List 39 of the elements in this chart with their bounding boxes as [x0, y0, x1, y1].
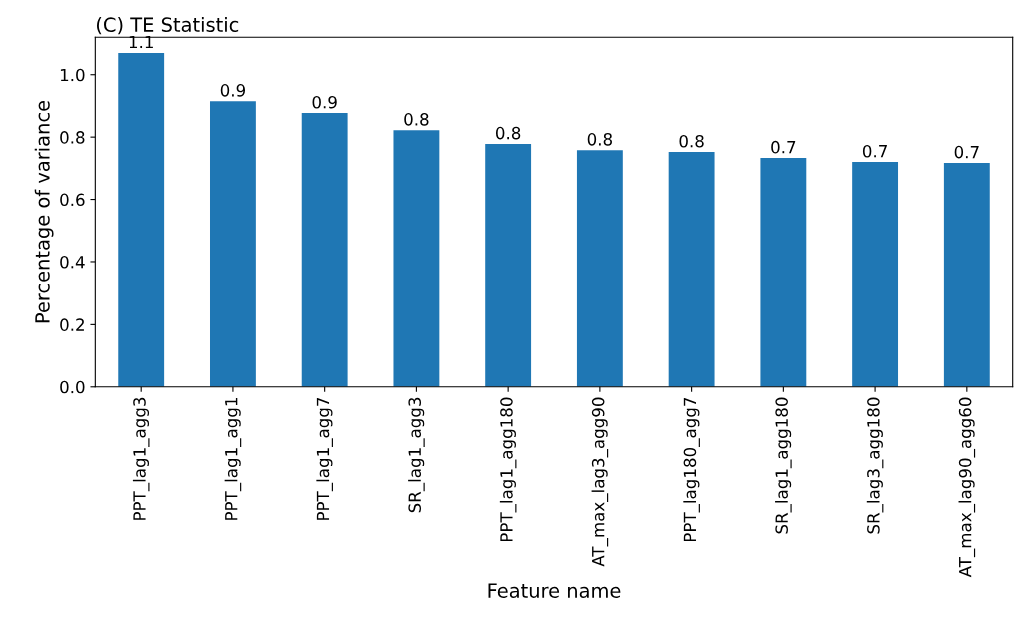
bar [118, 52, 165, 387]
bar [760, 158, 807, 387]
bar [485, 144, 532, 387]
text: 0.2 [60, 318, 84, 331]
bar [210, 101, 256, 387]
bar [576, 150, 623, 387]
x-tick-label: PPT_lag1_agg7 [316, 397, 333, 520]
x-tick-label: SR_lag1_agg3 [408, 397, 425, 513]
text: 0.0 [60, 380, 85, 394]
chart-title: (C) TE Statistic [97, 16, 239, 35]
text: 0.6 [60, 193, 85, 207]
data-label: 0.7 [862, 144, 887, 158]
data-label: 0.9 [312, 95, 337, 109]
bar [668, 152, 715, 387]
text: 0.4 [60, 255, 85, 269]
x-tick-label: PPT_lag1_agg180 [499, 397, 517, 542]
data-label: 0.8 [679, 134, 704, 148]
data-label: 0.8 [587, 133, 612, 146]
data-label: 0.9 [220, 84, 246, 97]
y-axis-title: Percentage of variance [34, 100, 54, 323]
x-tick-label: PPT_lag1_agg1 [224, 398, 242, 520]
x-tick-label: SR_lag1_agg180 [775, 397, 792, 534]
x-tick-label: PPT_lag180_agg7 [683, 397, 700, 542]
x-axis-title: Feature name [488, 583, 621, 598]
bar [943, 163, 990, 387]
data-label: 1.1 [129, 35, 153, 49]
data-label: 0.8 [404, 113, 429, 126]
x-tick-label: AT_max_lag3_agg90 [591, 397, 609, 567]
data-label: 0.8 [495, 126, 521, 140]
data-label: 0.7 [771, 140, 796, 154]
text: 0.8 [60, 131, 85, 144]
bar [301, 113, 348, 387]
x-tick-label: SR_lag3_agg180 [866, 397, 884, 534]
data-label: 0.7 [954, 145, 979, 159]
text: 1.0 [60, 68, 85, 82]
bar [852, 162, 899, 387]
bar [393, 130, 440, 387]
x-tick-label: PPT_lag1_agg3 [132, 397, 150, 520]
x-tick-label: AT_max_lag90_agg60 [958, 397, 976, 578]
